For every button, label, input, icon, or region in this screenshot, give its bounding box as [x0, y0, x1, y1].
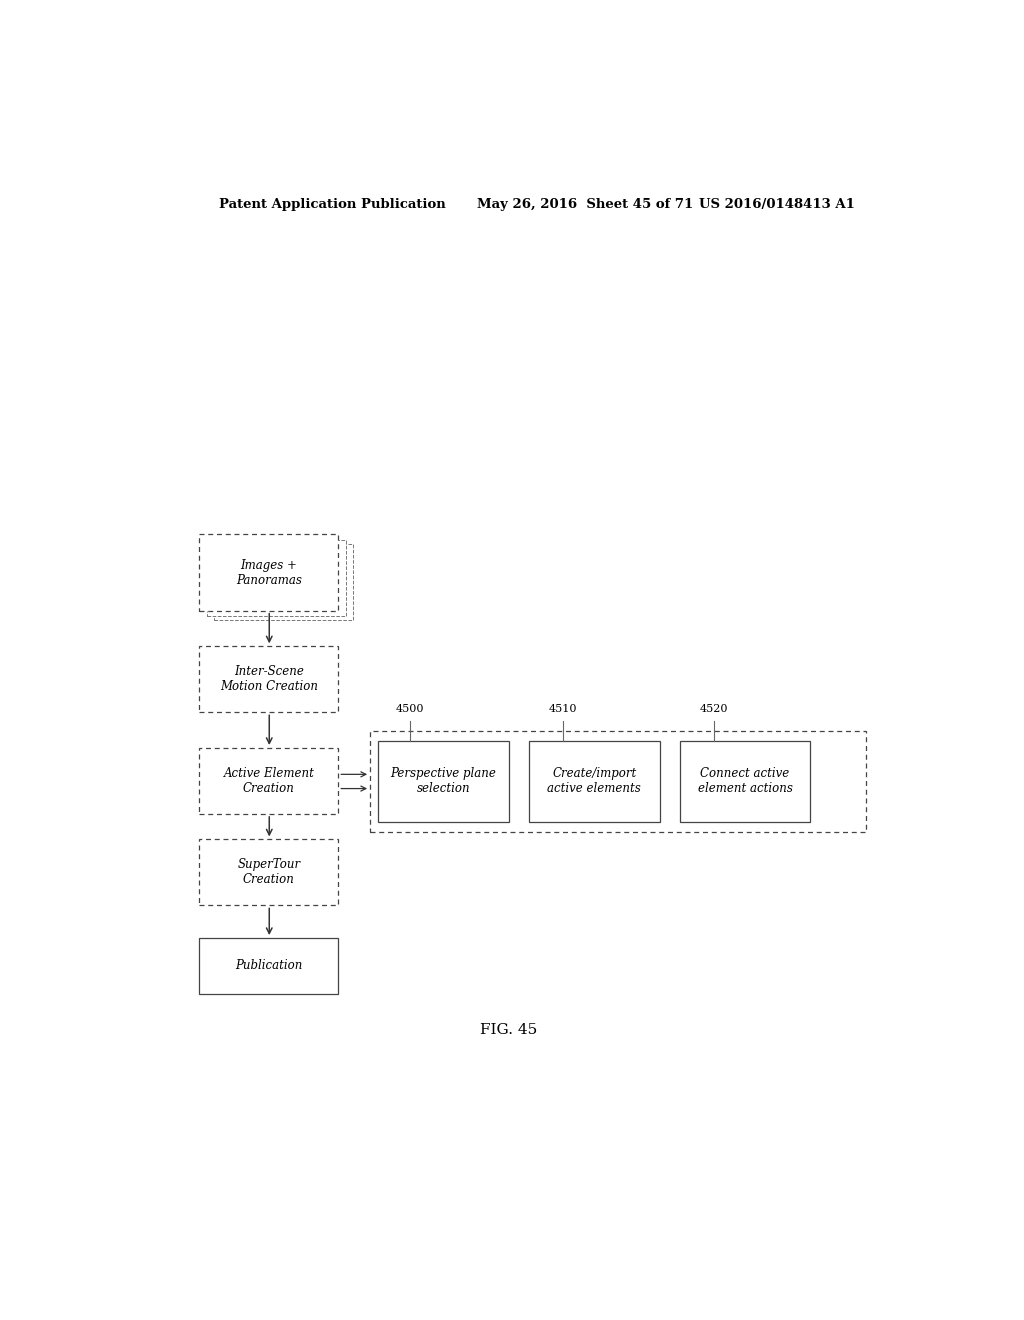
Text: Connect active
element actions: Connect active element actions: [697, 767, 793, 796]
Text: 4510: 4510: [549, 705, 578, 714]
Text: 4520: 4520: [699, 705, 728, 714]
Bar: [200, 535, 338, 611]
Bar: [200, 840, 338, 906]
Bar: [200, 748, 338, 814]
Bar: [214, 544, 352, 620]
Text: 4500: 4500: [395, 705, 424, 714]
Text: US 2016/0148413 A1: US 2016/0148413 A1: [699, 198, 855, 211]
Text: Create/import
active elements: Create/import active elements: [548, 767, 641, 796]
Bar: [207, 540, 346, 615]
Text: Images +
Panoramas: Images + Panoramas: [236, 558, 302, 586]
Bar: [200, 939, 338, 994]
Bar: [370, 731, 866, 833]
Bar: [200, 647, 338, 713]
Text: Inter-Scene
Motion Creation: Inter-Scene Motion Creation: [220, 665, 317, 693]
Text: Perspective plane
selection: Perspective plane selection: [390, 767, 497, 796]
Bar: [378, 741, 509, 822]
Text: Active Element
Creation: Active Element Creation: [223, 767, 314, 795]
Text: FIG. 45: FIG. 45: [480, 1023, 538, 1038]
Text: Publication: Publication: [236, 960, 302, 973]
Bar: [680, 741, 811, 822]
Text: Patent Application Publication: Patent Application Publication: [219, 198, 446, 211]
Text: May 26, 2016  Sheet 45 of 71: May 26, 2016 Sheet 45 of 71: [477, 198, 693, 211]
Bar: [528, 741, 659, 822]
Text: SuperTour
Creation: SuperTour Creation: [238, 858, 300, 887]
